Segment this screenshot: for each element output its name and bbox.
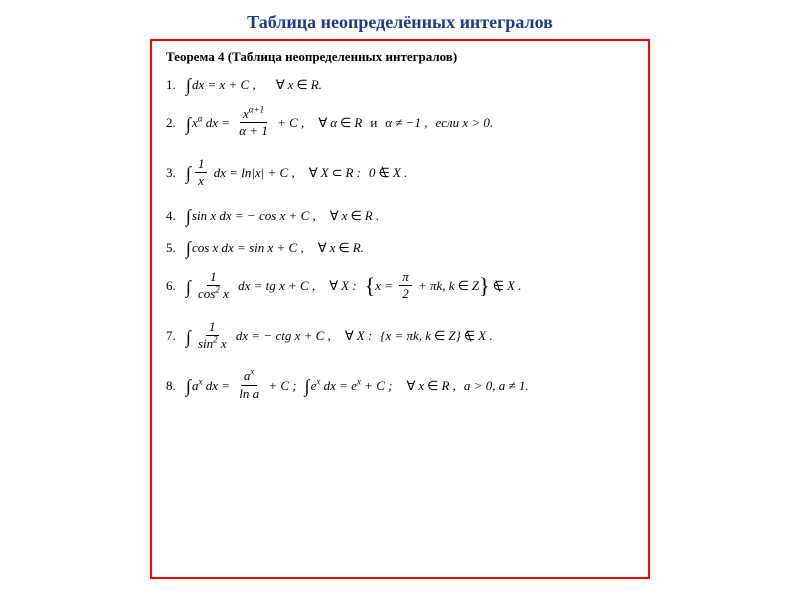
formula-body: dx = ln|x| + C ,: [210, 166, 294, 179]
integral-table-box: Теорема 4 (Таблица неопределенных интегр…: [150, 39, 650, 579]
theorem-heading: Теорема 4 (Таблица неопределенных интегр…: [166, 49, 634, 65]
fraction: 1cos2 x: [195, 270, 232, 302]
formula-body: cos x dx = sin x + C ,: [192, 241, 304, 254]
formula-4: 4. ∫ sin x dx = − cos x + C , ∀x∈R .: [166, 206, 634, 224]
fraction: 1x: [195, 157, 208, 189]
formula-2: 2. ∫ xα dx = xα+1 α + 1 + C , ∀α∈R и α ≠…: [166, 107, 634, 139]
formula-body: dx = − ctg x + C ,: [233, 329, 331, 342]
formula-number: 1.: [166, 78, 180, 91]
formula-3: 3. ∫ 1x dx = ln|x| + C , ∀ X⊂R : 0∈X .: [166, 157, 634, 189]
fraction: 1sin2 x: [195, 320, 230, 352]
set-R: R.: [311, 78, 322, 91]
formula-body: dx = tg x + C ,: [235, 279, 315, 292]
formula-body: dx = x + C ,: [192, 78, 256, 91]
fraction: xα+1 α + 1: [236, 107, 271, 139]
formula-body: sin x dx = − cos x + C ,: [192, 209, 316, 222]
formula-6: 6. ∫ 1cos2 x dx = tg x + C , ∀X : { x = …: [166, 270, 634, 302]
formula-number: 5.: [166, 241, 180, 254]
formula-cond: x: [288, 78, 294, 91]
page-title: Таблица неопределённых интегралов: [0, 0, 800, 39]
formula-number: 7.: [166, 329, 180, 342]
set-braces: { x = π2 + πk, k∈Z }: [365, 270, 490, 302]
integral-sign: ∫: [186, 115, 191, 133]
formula-number: 3.: [166, 166, 180, 179]
formula-number: 6.: [166, 279, 180, 292]
integrand: xα dx =: [192, 116, 233, 129]
formula-1: 1. ∫ dx = x + C , ∀ x ∈ R.: [166, 75, 634, 93]
forall: ∀: [276, 78, 285, 91]
formula-number: 8.: [166, 379, 180, 392]
formula-5: 5. ∫ cos x dx = sin x + C , ∀x∈R.: [166, 238, 634, 256]
integral-sign: ∫: [186, 164, 191, 182]
integral-sign: ∫: [186, 76, 191, 94]
plus-c: + C ,: [274, 116, 304, 129]
formula-7: 7. ∫ 1sin2 x dx = − ctg x + C , ∀X : {x …: [166, 320, 634, 352]
formula-number: 2.: [166, 116, 180, 129]
fraction: axln a: [236, 369, 262, 401]
formula-8: 8. ∫ ax dx = axln a + C ; ∫ ex dx = ex +…: [166, 369, 634, 401]
set-braces: {x = πk, k: [380, 329, 431, 342]
formula-number: 4.: [166, 209, 180, 222]
